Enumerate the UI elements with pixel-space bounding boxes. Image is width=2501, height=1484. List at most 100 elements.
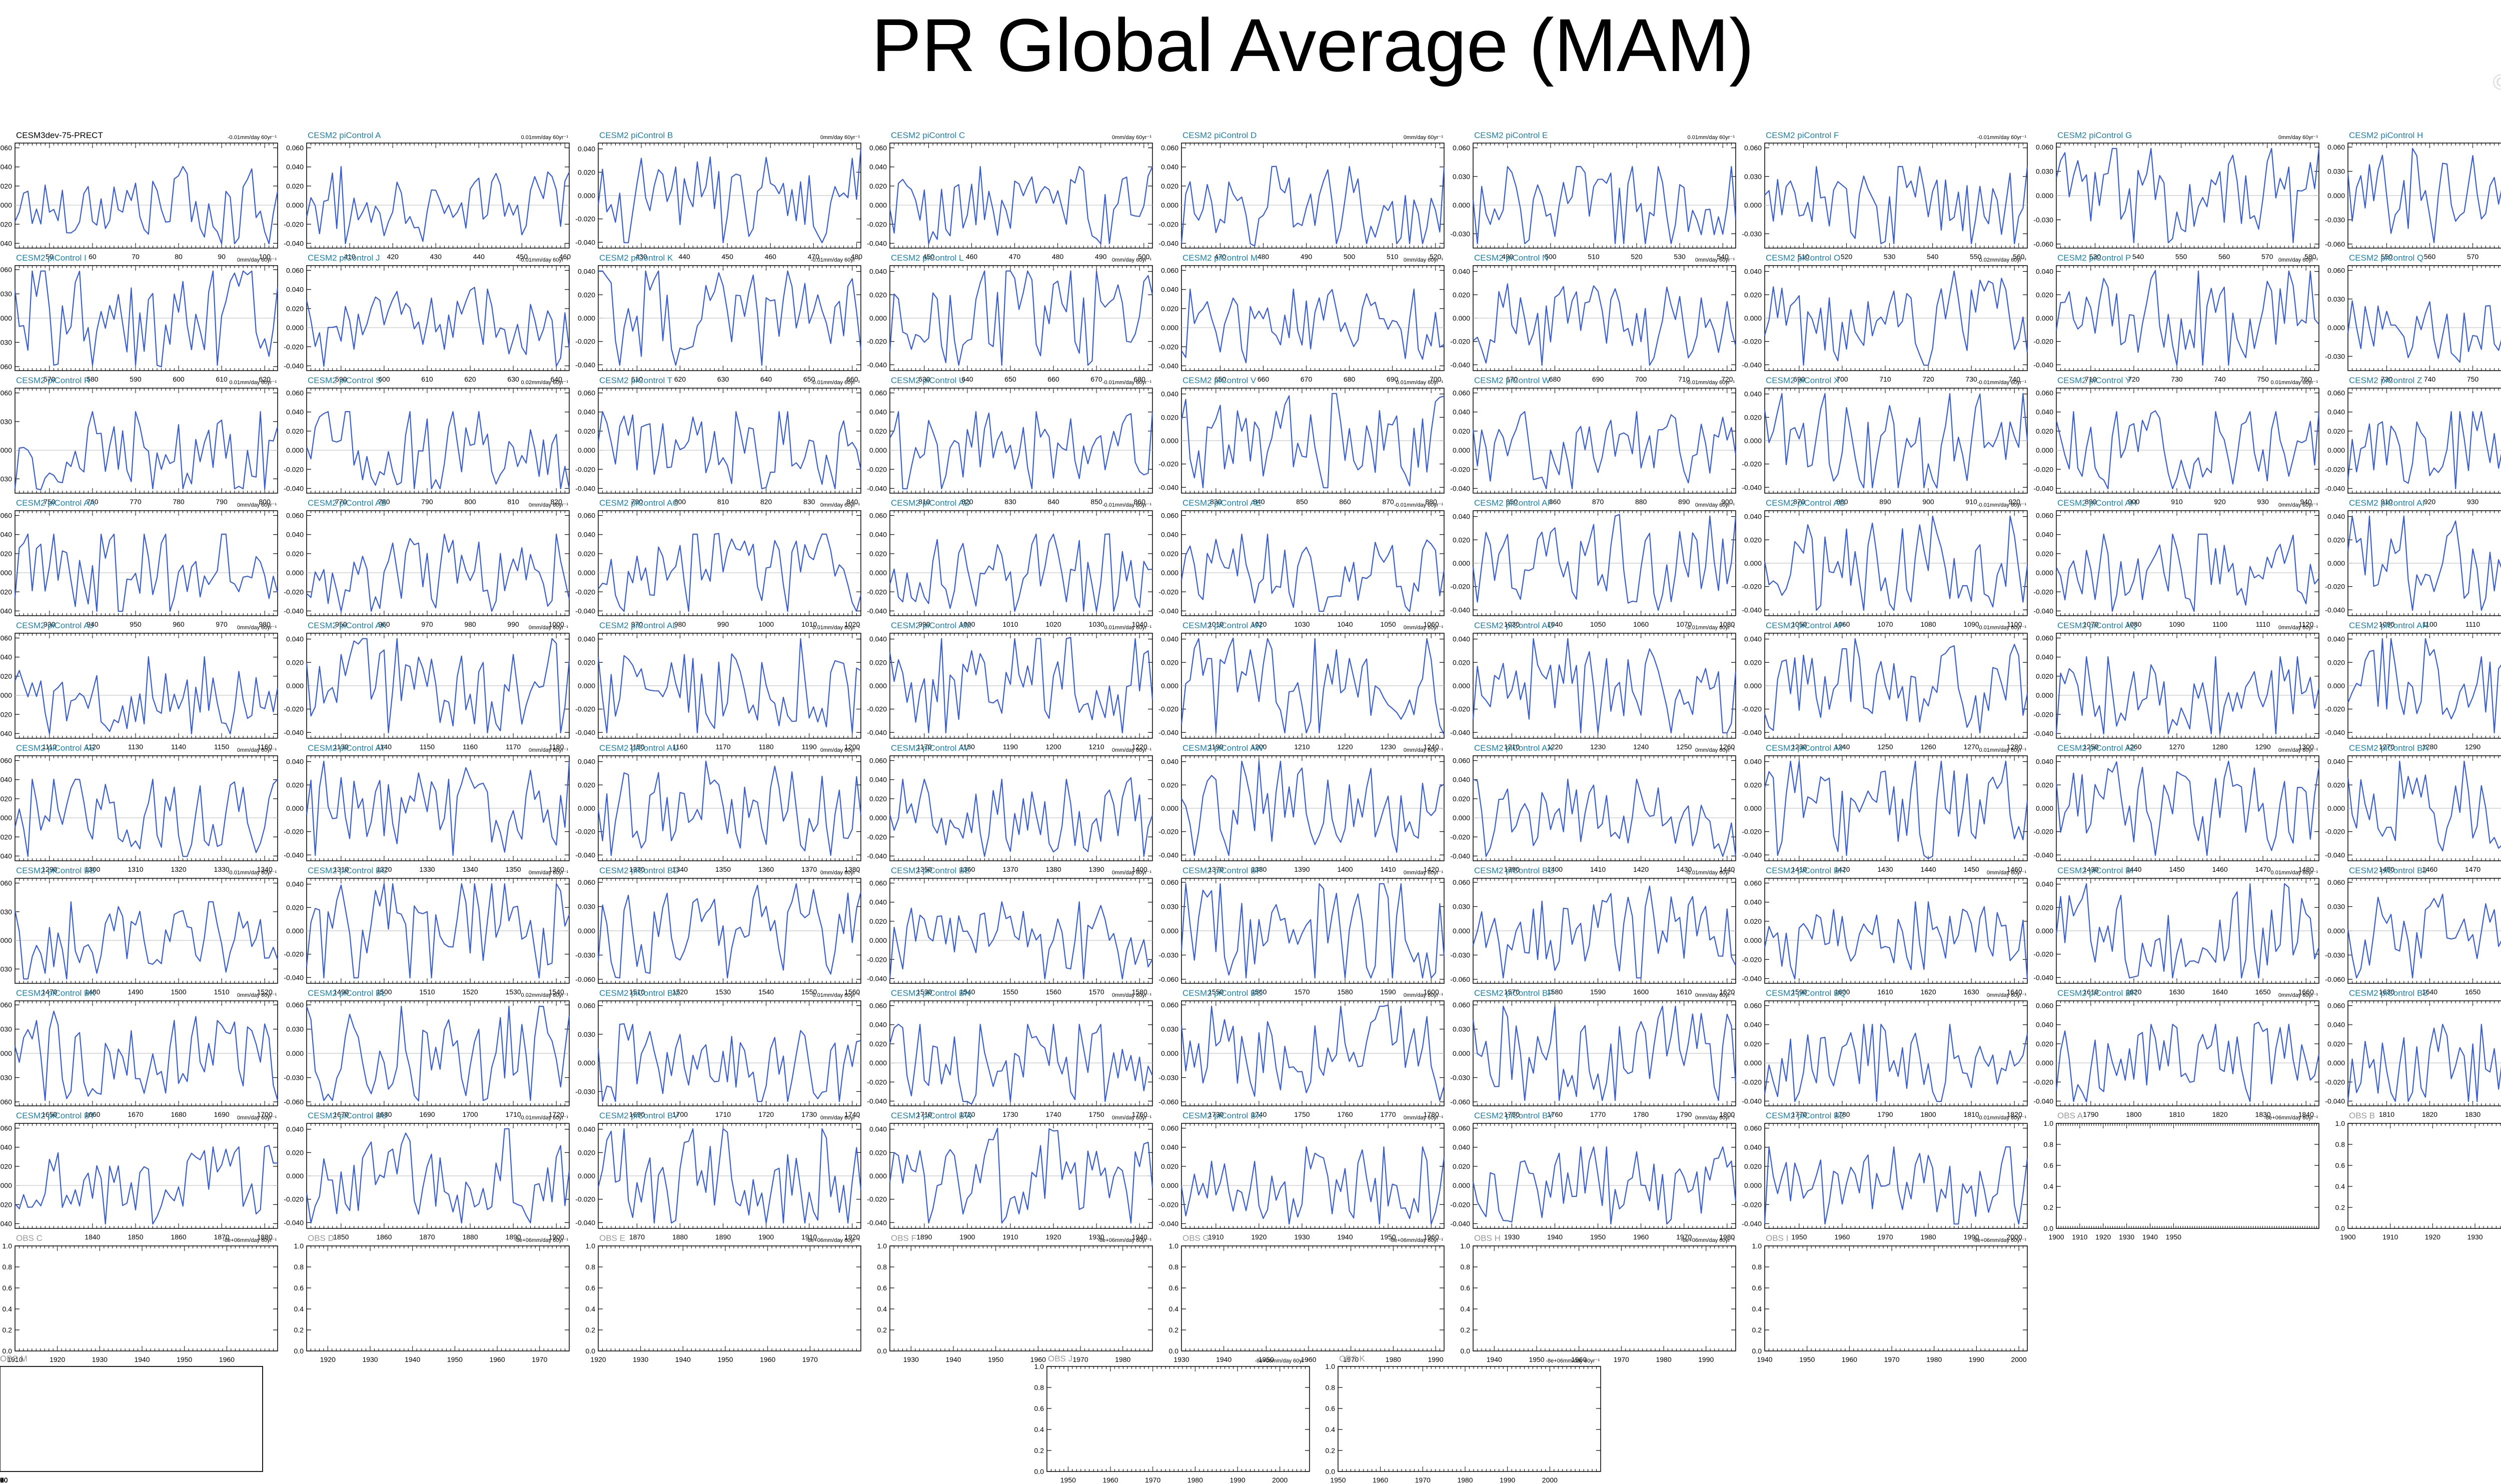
- y-tick-label: 0.000: [0, 314, 12, 322]
- x-tick-label: 640: [961, 375, 973, 383]
- trend-label: 0mm/day 60yr⁻¹: [237, 257, 277, 263]
- panel-label: CESM2 piControl L: [891, 253, 964, 263]
- x-tick-label: 770: [335, 498, 347, 506]
- x-tick-label: 740: [2009, 375, 2021, 383]
- x-tick-label: 410: [344, 253, 356, 261]
- x-tick-label: 580: [87, 375, 99, 383]
- panel-cesm2-picontrol-w: CESM2 piControl W -0.01mm/day 60yr⁻¹ -0.04…: [1450, 376, 1737, 506]
- x-tick-label: 870: [1382, 498, 1394, 506]
- y-tick-label: 0.040: [1161, 163, 1178, 171]
- y-tick-label: 0.040: [869, 408, 887, 416]
- series-line: [889, 411, 1153, 490]
- x-tick-label: 850: [1296, 498, 1308, 506]
- x-tick-label: 70: [132, 253, 140, 261]
- y-tick-label: 0.040: [1744, 390, 1762, 398]
- y-tick-label: 0.060: [2036, 389, 2053, 397]
- x-tick-label: 480: [1258, 253, 1270, 261]
- plot-frame: [306, 510, 570, 616]
- x-tick-label: 620: [259, 375, 271, 383]
- panel-label: CESM2 piControl X: [1766, 376, 1839, 385]
- x-tick-label: 890: [1879, 498, 1891, 506]
- panel-cesm2-picontrol-s: CESM2 piControl S 0.02mm/day 60yr⁻¹ -0.040…: [284, 376, 570, 506]
- series-line: [598, 533, 862, 612]
- series-line: [889, 270, 1153, 366]
- series-line: [306, 166, 570, 245]
- y-tick-label: -0.020: [1450, 583, 1470, 591]
- x-tick-label: 830: [1004, 498, 1016, 506]
- x-tick-label: 520: [1631, 253, 1643, 261]
- y-tick-label: -0.020: [1450, 465, 1470, 473]
- y-tick-label: 0.060: [2327, 143, 2345, 151]
- y-tick-label: 0.000: [2036, 314, 2053, 322]
- x-tick-label: 870: [1592, 498, 1604, 506]
- y-tick-label: 0.030: [2327, 168, 2345, 176]
- x-tick-label: 720: [1922, 375, 1934, 383]
- x-tick-label: 790: [631, 498, 643, 506]
- x-tick-label: 840: [1047, 498, 1059, 506]
- y-tick-label: 0.020: [1161, 182, 1178, 190]
- trend-label: -0.01mm/day 60yr⁻¹: [811, 380, 860, 386]
- y-tick-label: 0.000: [1744, 201, 1762, 209]
- y-tick-label: 0.060: [1744, 144, 1762, 152]
- y-tick-label: 0.060: [578, 389, 595, 397]
- plot-frame: [15, 143, 278, 249]
- y-tick-label: -0.040: [575, 238, 595, 246]
- y-tick-label: 0.020: [286, 305, 304, 313]
- panel-label: CESM2 piControl Z: [2349, 376, 2422, 385]
- trend-label: -0.01mm/day 60yr⁻¹: [1686, 380, 1735, 386]
- trend-label: 0mm/day 60yr⁻¹: [2278, 257, 2318, 263]
- x-tick-label: 610: [216, 375, 228, 383]
- trend-label: 0.02mm/day 60yr⁻¹: [1979, 257, 2027, 263]
- y-tick-label: 0.000: [578, 446, 595, 454]
- panel-label: CESM3dev-75-PRECT: [16, 131, 103, 140]
- x-tick-label: 970: [421, 620, 433, 628]
- x-tick-label: 810: [507, 498, 519, 506]
- x-tick-label: 1040: [1132, 620, 1147, 628]
- y-tick-label: 0.060: [1161, 144, 1178, 152]
- x-tick-label: 1030: [1089, 620, 1104, 628]
- series-line: [2347, 411, 2501, 490]
- x-tick-label: 890: [1678, 498, 1690, 506]
- y-tick-label: -0.040: [867, 361, 887, 369]
- x-tick-label: 580: [2304, 253, 2316, 261]
- x-tick-label: 1010: [1208, 620, 1223, 628]
- x-tick-label: 790: [421, 498, 433, 506]
- panel-label: CESM2 piControl AE: [1182, 498, 1262, 508]
- x-tick-label: 850: [1090, 498, 1102, 506]
- y-tick-label: -0.020: [1158, 588, 1178, 596]
- panel-cesm2-picontrol-l: CESM2 piControl L 0mm/day 60yr⁻¹ -0.040 -0.…: [867, 253, 1153, 383]
- trend-label: -0.01mm/day 60yr⁻¹: [811, 257, 860, 263]
- x-tick-label: 970: [216, 620, 228, 628]
- trend-label: -0.01mm/day 60yr⁻¹: [1977, 380, 2026, 386]
- x-tick-label: 1020: [1045, 620, 1061, 628]
- y-tick-label: -0.040: [284, 484, 304, 492]
- y-tick-label: 0.060: [0, 389, 12, 397]
- trend-label: -0.01mm/day 60yr⁻¹: [1102, 380, 1151, 386]
- x-tick-label: 920: [2214, 498, 2226, 506]
- x-tick-label: 1010: [801, 620, 817, 628]
- trend-label: 0mm/day 60yr⁻¹: [2278, 135, 2318, 141]
- y-tick-label: -0.020: [867, 588, 887, 596]
- x-tick-label: 490: [1502, 253, 1514, 261]
- series-line: [598, 270, 862, 366]
- x-tick-label: 490: [1301, 253, 1313, 261]
- panel-label: CESM2 piControl B: [599, 131, 673, 140]
- y-tick-label: 0.040: [0, 531, 12, 539]
- trend-label: 0mm/day 60yr⁻¹: [1695, 502, 1735, 508]
- y-tick-label: -0.020: [0, 220, 12, 228]
- y-tick-label: 0.020: [869, 291, 887, 299]
- panel-cesm2-picontrol-a: CESM2 piControl A 0.01mm/day 60yr⁻¹ -0.040…: [284, 131, 571, 261]
- panel-cesm2-picontrol-ae: CESM2 piControl AE -0.01mm/day 60yr⁻¹ -0.0…: [1158, 498, 1445, 628]
- y-tick-label: -0.040: [2033, 361, 2053, 369]
- y-tick-label: -0.040: [575, 484, 595, 492]
- x-tick-label: 900: [1922, 498, 1934, 506]
- y-tick-label: 0.030: [0, 290, 12, 298]
- y-tick-label: 0.060: [869, 389, 887, 397]
- trend-label: 0mm/day 60yr⁻¹: [820, 502, 860, 508]
- x-tick-label: 680: [1549, 375, 1561, 383]
- x-tick-label: 930: [2467, 498, 2479, 506]
- panel-label: CESM2 piControl P: [2057, 253, 2131, 263]
- trend-label: 0mm/day 60yr⁻¹: [237, 502, 277, 508]
- panel-cesm2-picontrol-o: CESM2 piControl O 0.02mm/day 60yr⁻¹ -0.040…: [1742, 253, 2028, 383]
- y-tick-label: -0.040: [1450, 606, 1470, 614]
